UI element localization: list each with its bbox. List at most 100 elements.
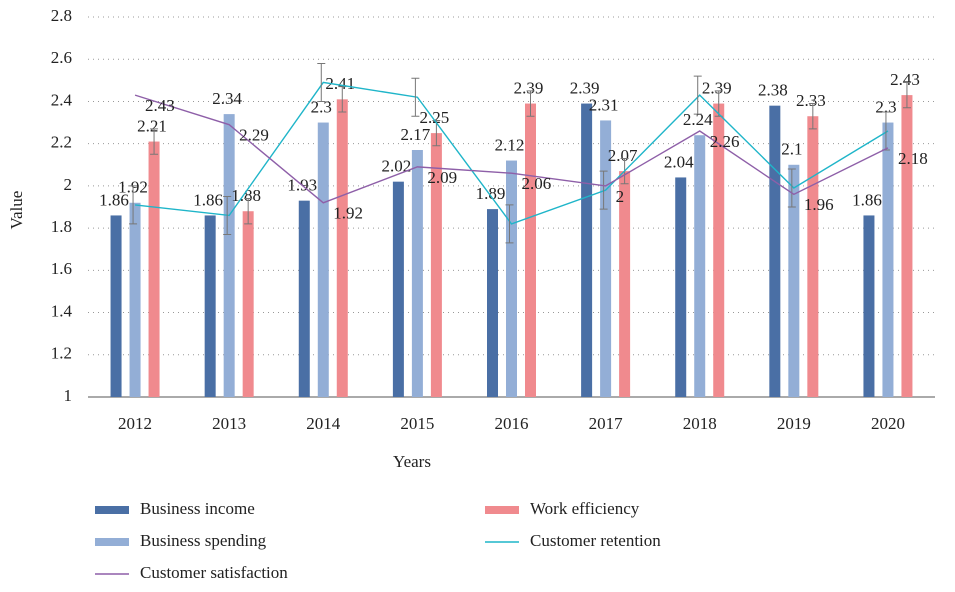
data-label: 2.24 [683,110,713,129]
x-tick-label: 2016 [495,414,529,433]
data-label: 2.18 [898,149,928,168]
data-label: 1.86 [99,190,129,209]
y-tick-label: 2.2 [51,133,72,152]
bar [392,181,404,397]
bar [901,95,913,397]
bar [619,171,631,397]
data-label: 2.3 [875,97,896,116]
error-bar [338,86,347,113]
data-label: 2.43 [145,96,175,115]
bar [411,150,423,397]
line [134,81,889,225]
data-label: 2.1 [781,140,802,159]
legend-label: Business spending [140,531,267,550]
legend-label: Customer satisfaction [140,563,288,582]
data-label: 2.06 [522,174,552,193]
data-label: 2.41 [325,74,355,93]
y-tick-label: 2 [64,175,73,194]
x-tick-label: 2014 [306,414,341,433]
x-tick-label: 2019 [777,414,811,433]
data-label: 2.34 [212,89,242,108]
x-tick-label: 2020 [871,414,905,433]
data-label: 1.86 [193,190,223,209]
error-bar [150,128,159,155]
bar [317,122,329,398]
data-label: 2.39 [702,78,732,97]
data-label: 2.43 [890,70,920,89]
y-tick-label: 1 [64,386,73,405]
bar [506,160,517,397]
bar [769,105,781,398]
error-bar [808,103,817,130]
data-label: 2.39 [514,78,544,97]
bar [675,177,687,397]
bar [148,141,160,397]
error-bar [244,198,253,225]
y-tick-label: 1.2 [51,344,72,363]
y-tick-label: 2.4 [51,90,73,109]
bar [204,215,216,397]
bar [298,200,310,397]
bar [223,114,235,397]
data-label: 2.04 [664,152,694,171]
data-label: 1.92 [333,204,363,223]
error-bar [432,119,441,147]
bar [336,99,348,397]
error-bar [223,195,232,235]
y-tick-label: 1.4 [51,301,73,320]
data-label: 1.89 [476,184,506,203]
data-label: 2.02 [382,157,412,176]
error-bar [902,81,911,109]
bar [110,215,122,397]
bar [882,122,894,398]
data-label: 2.17 [401,125,431,144]
legend-swatch [95,538,129,546]
error-bar [693,75,702,115]
x-tick-label: 2018 [683,414,717,433]
legend-swatch [485,506,519,514]
legend-swatch [95,506,129,514]
error-bar [526,90,535,117]
data-label: 1.88 [231,186,261,205]
bar [525,103,536,398]
bar [807,116,819,397]
bar [487,209,498,397]
bar [581,103,593,398]
legend-label: Work efficiency [530,499,640,518]
x-tick-label: 2015 [400,414,434,433]
data-label: 2.33 [796,91,826,110]
y-tick-label: 1.8 [51,217,72,236]
bar [129,202,141,397]
error-bar [505,204,514,244]
bar [600,120,612,397]
bar [694,135,706,397]
data-label: 2.3 [311,97,332,116]
data-label: 2 [616,187,625,206]
data-label: 2.29 [239,126,269,145]
error-bar [599,170,608,210]
x-tick-label: 2013 [212,414,246,433]
data-label: 2.12 [495,135,525,154]
data-label: 1.96 [804,195,834,214]
data-label: 2.25 [420,108,450,127]
bar [430,133,442,397]
data-label: 2.39 [570,78,600,97]
data-label: 2.26 [710,132,740,151]
data-label: 2.21 [137,116,167,135]
line [134,94,889,204]
error-bar [411,77,420,117]
data-label: 2.09 [427,168,457,187]
error-bar [129,185,138,225]
legend-label: Business income [140,499,255,518]
y-axis-label: Value [7,191,26,230]
y-tick-label: 2.6 [51,48,72,67]
legend-label: Customer retention [530,531,661,550]
data-label: 2.38 [758,81,788,100]
x-tick-label: 2017 [589,414,624,433]
x-tick-label: 2012 [118,414,152,433]
data-label: 1.86 [852,190,882,209]
bar [788,164,800,397]
data-label: 2.31 [589,95,619,114]
bar [242,211,254,397]
